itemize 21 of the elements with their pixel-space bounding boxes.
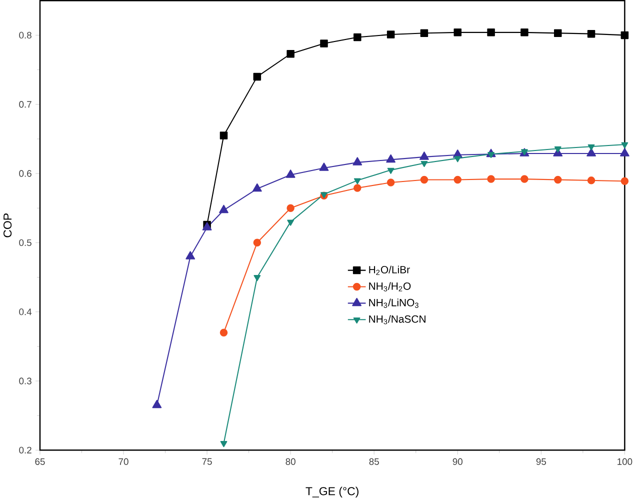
x-tick-label: 80 bbox=[286, 458, 296, 465]
y-axis-title: COP bbox=[3, 214, 12, 238]
x-tick-label: 95 bbox=[536, 458, 546, 465]
x-axis-title: T_GE (°C) bbox=[306, 486, 358, 498]
x-tick-label: 85 bbox=[369, 458, 379, 465]
y-tick-label: 0.2 bbox=[19, 446, 32, 454]
legend-label: H$_{2}$O/LiBr bbox=[369, 266, 410, 275]
legend-label: NH$_{3}$/LiNO$_{3}$ bbox=[369, 298, 418, 308]
y-tick-label: 0.8 bbox=[19, 32, 32, 39]
x-tick-label: 90 bbox=[452, 458, 462, 465]
y-tick-label: 0.6 bbox=[19, 170, 32, 177]
x-tick-label: 65 bbox=[35, 458, 45, 465]
y-tick-label: 0.4 bbox=[19, 308, 32, 316]
x-tick-label: 100 bbox=[618, 458, 632, 465]
legend-label: NH$_{3}$/NaSCN bbox=[369, 315, 426, 324]
x-tick-label: 70 bbox=[118, 458, 128, 465]
y-tick-label: 0.3 bbox=[19, 378, 32, 384]
legend-label: NH$_{3}$/H$_{2}$O bbox=[369, 282, 411, 292]
y-tick-label: 0.7 bbox=[19, 101, 32, 108]
x-tick-label: 75 bbox=[202, 458, 212, 465]
y-tick-label: 0.5 bbox=[19, 239, 32, 246]
